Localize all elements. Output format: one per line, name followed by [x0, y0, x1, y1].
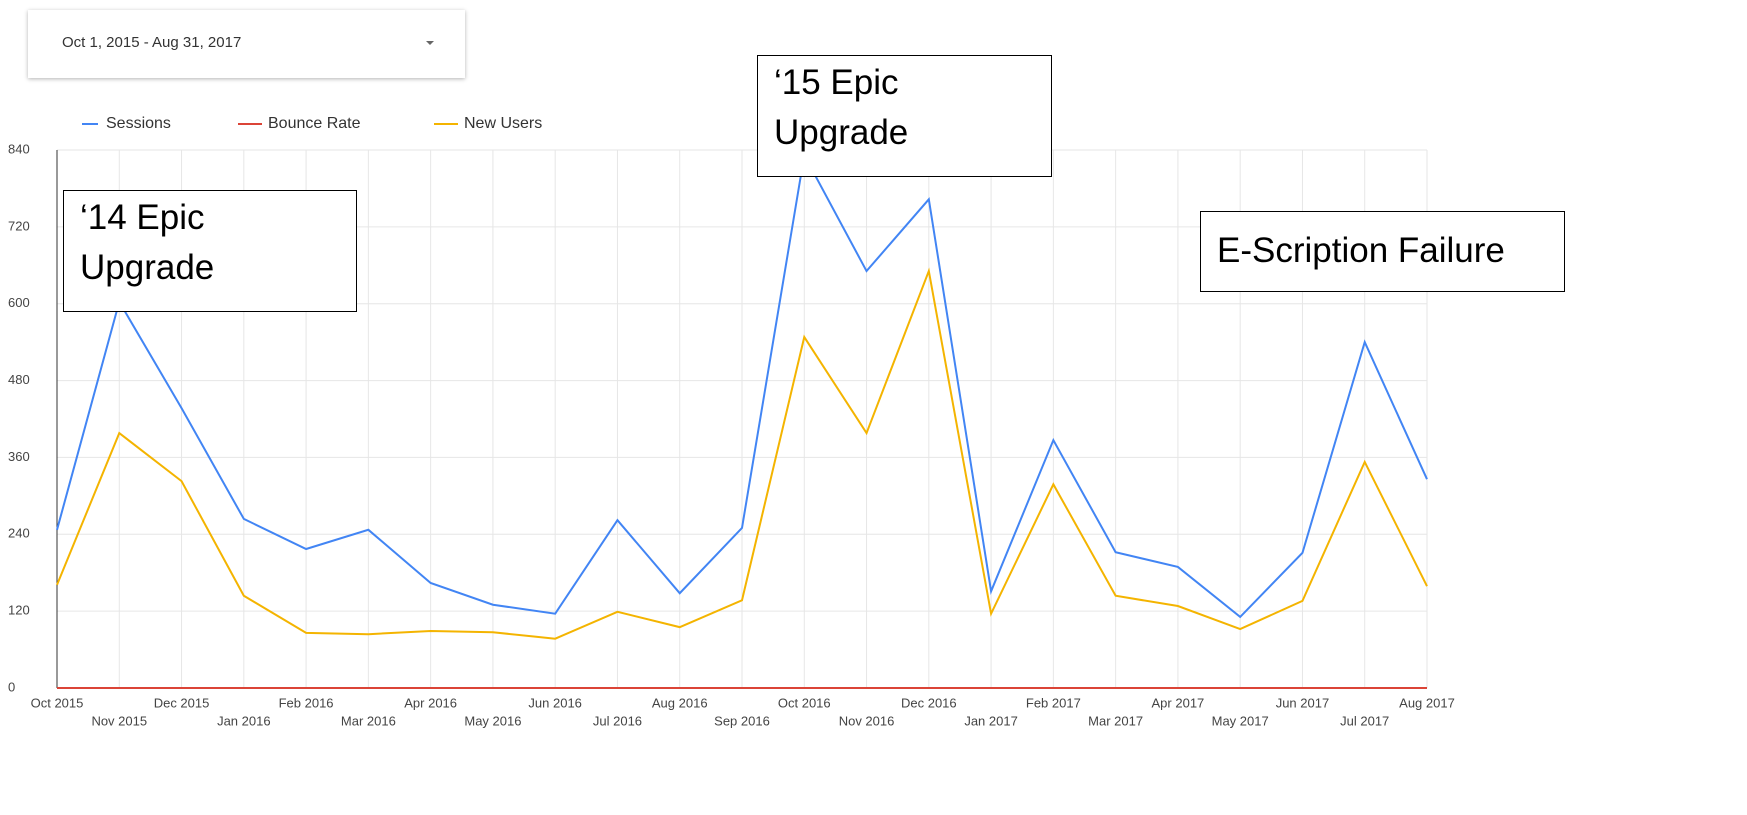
x-tick-label: Feb 2016 [279, 695, 334, 710]
x-tick-label: Jul 2016 [593, 713, 642, 728]
annotation-box: E-Scription Failure [1200, 211, 1565, 292]
x-tick-label: Feb 2017 [1026, 695, 1081, 710]
series-line [56, 267, 1428, 640]
legend-label: New Users [464, 115, 542, 132]
x-tick-label: Jun 2017 [1276, 695, 1330, 710]
y-tick-label: 120 [8, 603, 30, 618]
dropdown-arrow[interactable] [426, 41, 434, 45]
y-tick-label: 720 [8, 218, 30, 233]
x-tick-label: Oct 2016 [778, 695, 831, 710]
legend-label: Sessions [106, 115, 171, 132]
annotation-text: ‘15 Epic Upgrade [774, 63, 909, 152]
annotation-text: ‘14 Epic Upgrade [80, 198, 215, 287]
x-tick-label: Apr 2017 [1152, 695, 1205, 710]
y-tick-label: 240 [8, 526, 30, 541]
x-tick-label: Aug 2017 [1399, 695, 1455, 710]
x-tick-label: Jan 2016 [217, 713, 271, 728]
x-tick-label: Jul 2017 [1340, 713, 1389, 728]
x-tick-label: Mar 2016 [341, 713, 396, 728]
series-line [56, 152, 1428, 619]
x-tick-label: Nov 2016 [839, 713, 895, 728]
x-tick-label: Dec 2015 [154, 695, 210, 710]
x-tick-label: Mar 2017 [1088, 713, 1143, 728]
x-tick-label: Sep 2016 [714, 713, 770, 728]
annotation-box: ‘15 Epic Upgrade [757, 55, 1052, 177]
x-tick-label: Oct 2015 [31, 695, 84, 710]
legend-label: Bounce Rate [268, 115, 361, 132]
date-picker[interactable]: Oct 1, 2015 - Aug 31, 2017 [28, 10, 465, 78]
y-tick-label: 840 [8, 141, 30, 156]
date-range: Oct 1, 2015 - Aug 31, 2017 [62, 34, 242, 51]
x-tick-label: Jun 2016 [528, 695, 582, 710]
x-tick-label: Dec 2016 [901, 695, 957, 710]
x-tick-label: Aug 2016 [652, 695, 708, 710]
x-tick-label: May 2017 [1212, 713, 1269, 728]
y-tick-label: 600 [8, 295, 30, 310]
y-tick-label: 0 [8, 679, 15, 694]
x-tick-label: Jan 2017 [964, 713, 1018, 728]
x-tick-label: Nov 2015 [91, 713, 147, 728]
annotation-text: E-Scription Failure [1217, 231, 1505, 270]
y-tick-label: 480 [8, 372, 30, 387]
x-tick-label: May 2016 [464, 713, 521, 728]
x-tick-label: Apr 2016 [404, 695, 457, 710]
y-tick-label: 360 [8, 449, 30, 464]
annotation-box: ‘14 Epic Upgrade [63, 190, 357, 312]
